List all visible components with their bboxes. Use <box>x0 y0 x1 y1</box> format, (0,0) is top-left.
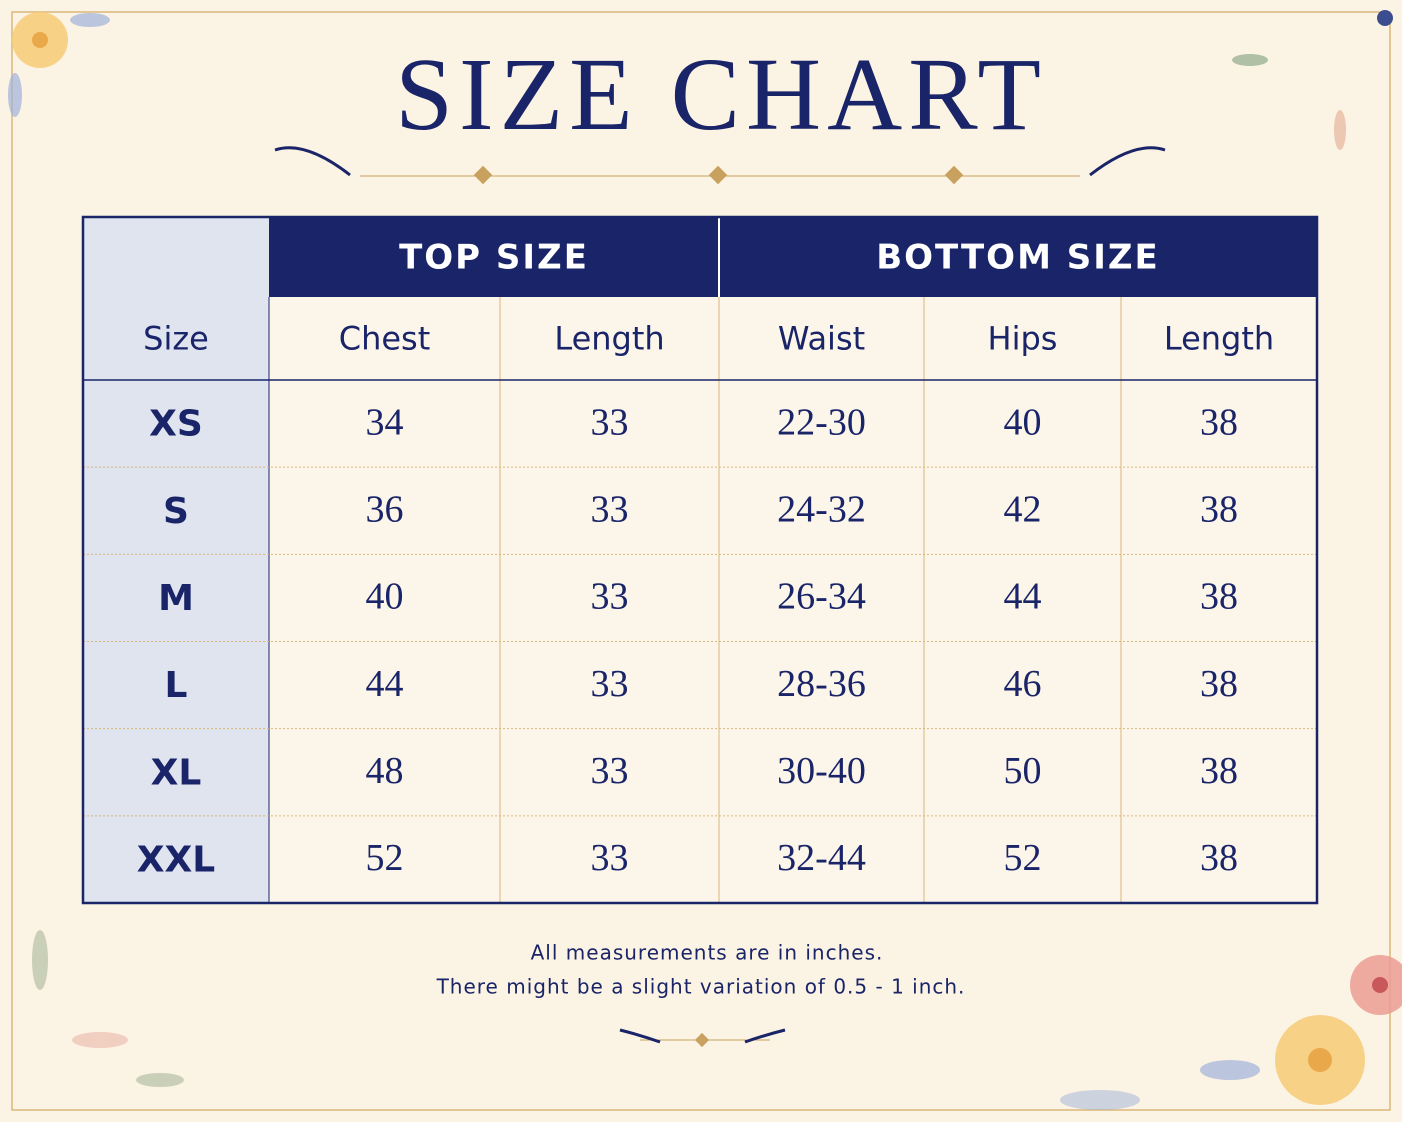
cell-value: 34 <box>366 401 404 443</box>
cell-value: 52 <box>1004 837 1042 879</box>
cell-value: 32-44 <box>777 837 866 879</box>
cell-value: 30-40 <box>777 750 866 792</box>
cell-value: 33 <box>591 837 629 879</box>
size-label: L <box>165 665 188 706</box>
cell-value: 52 <box>366 837 404 879</box>
cell-value: 44 <box>366 663 404 705</box>
table-body <box>83 297 1317 903</box>
cell-value: 38 <box>1200 663 1238 705</box>
title-ornament <box>274 146 1166 185</box>
group-header: BOTTOM SIZE <box>876 238 1160 278</box>
cell-value: 48 <box>366 750 404 792</box>
column-header: Chest <box>339 320 431 358</box>
title: SIZE CHART <box>395 37 1047 152</box>
size-label: XS <box>149 404 203 445</box>
group-header-bg <box>269 217 1317 297</box>
column-header: Waist <box>778 320 865 358</box>
cell-value: 42 <box>1004 488 1042 530</box>
cell-value: 24-32 <box>777 488 866 530</box>
column-header: Hips <box>988 320 1058 358</box>
cell-value: 33 <box>591 663 629 705</box>
cell-value: 36 <box>366 488 404 530</box>
note: All measurements are in inches. <box>531 941 884 965</box>
group-header: TOP SIZE <box>399 238 589 278</box>
cell-value: 38 <box>1200 488 1238 530</box>
cell-value: 33 <box>591 401 629 443</box>
cell-value: 33 <box>591 576 629 618</box>
cell-value: 33 <box>591 750 629 792</box>
footer-ornament <box>619 1028 786 1048</box>
size-label: M <box>158 578 194 619</box>
cell-value: 22-30 <box>777 401 866 443</box>
cell-value: 38 <box>1200 837 1238 879</box>
column-header: Length <box>554 320 664 358</box>
cell-value: 46 <box>1004 663 1042 705</box>
size-column <box>83 217 269 903</box>
column-header: Size <box>143 320 209 358</box>
note: There might be a slight variation of 0.5… <box>436 975 966 999</box>
cell-value: 38 <box>1200 750 1238 792</box>
flowers-bottom-left <box>32 930 184 1087</box>
flowers-bottom-right <box>1060 955 1402 1110</box>
cell-value: 38 <box>1200 401 1238 443</box>
table-border <box>81 215 1319 905</box>
cell-value: 40 <box>1004 401 1042 443</box>
cell-value: 28-36 <box>777 663 866 705</box>
size-label: XL <box>151 752 202 793</box>
cell-value: 33 <box>591 488 629 530</box>
flowers-top-right <box>1232 10 1393 150</box>
cell-value: 44 <box>1004 576 1042 618</box>
size-label: XXL <box>137 839 215 880</box>
column-header: Length <box>1164 320 1274 358</box>
cell-value: 50 <box>1004 750 1042 792</box>
cell-value: 26-34 <box>777 576 866 618</box>
size-label: S <box>163 491 189 532</box>
cell-value: 40 <box>366 576 404 618</box>
cell-value: 38 <box>1200 576 1238 618</box>
size-table: TOP SIZE BOTTOM SIZE Size Chest Length Waist H… <box>81 215 1319 905</box>
frame <box>11 11 1391 1111</box>
flowers-top-left <box>8 12 110 117</box>
